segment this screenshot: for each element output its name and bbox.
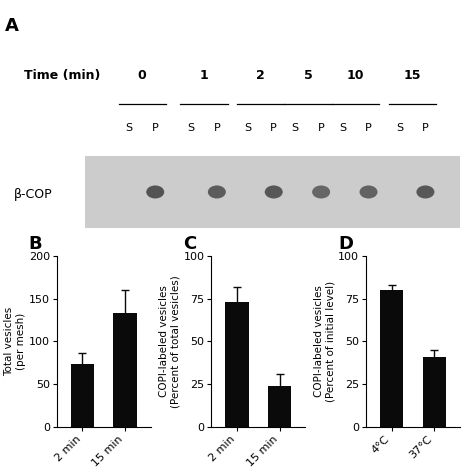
Text: S: S	[339, 123, 346, 133]
Bar	[85, 156, 460, 228]
Text: β-COP: β-COP	[14, 188, 53, 201]
Bar	[422, 356, 446, 427]
Text: 5: 5	[304, 69, 312, 82]
Text: P: P	[213, 123, 220, 133]
Ellipse shape	[146, 185, 164, 199]
Text: P: P	[270, 123, 277, 133]
Ellipse shape	[359, 185, 377, 199]
Y-axis label: COPI-labeled vesicles
(Percent of total vesicles): COPI-labeled vesicles (Percent of total …	[159, 275, 181, 408]
Y-axis label: Total vesicles
(per mesh): Total vesicles (per mesh)	[4, 307, 26, 376]
Text: P: P	[365, 123, 372, 133]
Text: S: S	[292, 123, 299, 133]
Bar	[380, 290, 403, 427]
Ellipse shape	[264, 185, 283, 199]
Text: 0: 0	[138, 69, 146, 82]
Text: 1: 1	[200, 69, 208, 82]
Text: P: P	[152, 123, 159, 133]
Text: D: D	[338, 236, 353, 254]
Bar	[268, 386, 292, 427]
Text: S: S	[396, 123, 403, 133]
Text: S: S	[244, 123, 251, 133]
Y-axis label: COPI-labeled vesicles
(Percent of initial level): COPI-labeled vesicles (Percent of initia…	[314, 281, 336, 402]
Text: P: P	[422, 123, 429, 133]
Ellipse shape	[416, 185, 434, 199]
Text: B: B	[29, 236, 42, 254]
Text: 15: 15	[404, 69, 421, 82]
Ellipse shape	[312, 185, 330, 199]
Ellipse shape	[208, 185, 226, 199]
Text: 10: 10	[347, 69, 364, 82]
Bar	[113, 313, 137, 427]
Text: 2: 2	[256, 69, 265, 82]
Text: Time (min): Time (min)	[24, 69, 100, 82]
Text: A: A	[5, 17, 18, 35]
Bar	[225, 302, 249, 427]
Text: S: S	[126, 123, 133, 133]
Text: S: S	[187, 123, 194, 133]
Text: P: P	[318, 123, 325, 133]
Bar	[71, 365, 94, 427]
Text: C: C	[183, 236, 197, 254]
